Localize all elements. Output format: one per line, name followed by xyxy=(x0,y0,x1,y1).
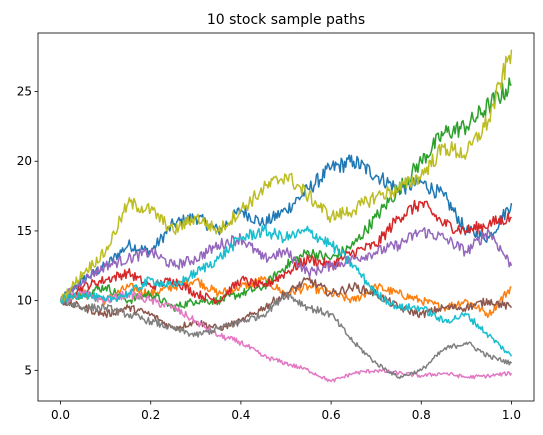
series-line-4 xyxy=(59,199,512,305)
x-tick-label: 0.2 xyxy=(141,408,160,422)
chart-title: 10 stock sample paths xyxy=(207,12,365,28)
y-tick-label: 10 xyxy=(17,294,32,308)
plot-area-frame xyxy=(37,32,535,402)
x-tick-label: 0.8 xyxy=(412,408,431,422)
series-line-8 xyxy=(60,291,513,380)
x-axis-ticks: 0.0 0.2 0.4 0.6 0.8 1.0 xyxy=(51,401,521,422)
y-tick-label: 20 xyxy=(17,154,32,168)
y-tick-label: 25 xyxy=(17,85,32,99)
series-line-5 xyxy=(59,227,513,302)
x-tick-label: 0.4 xyxy=(231,408,250,422)
y-tick-label: 15 xyxy=(17,224,32,238)
y-axis-ticks: 5 10 15 20 25 xyxy=(17,85,38,377)
y-tick-label: 5 xyxy=(24,363,32,377)
x-tick-label: 0.6 xyxy=(322,408,341,422)
series-line-10 xyxy=(59,224,513,357)
series-line-9 xyxy=(60,49,513,302)
series-line-3 xyxy=(60,77,512,312)
series-layer xyxy=(59,49,513,383)
x-tick-label: 0.0 xyxy=(51,408,70,422)
x-tick-label: 1.0 xyxy=(502,408,521,422)
series-line-7 xyxy=(60,289,513,383)
series-line-1 xyxy=(59,154,513,301)
